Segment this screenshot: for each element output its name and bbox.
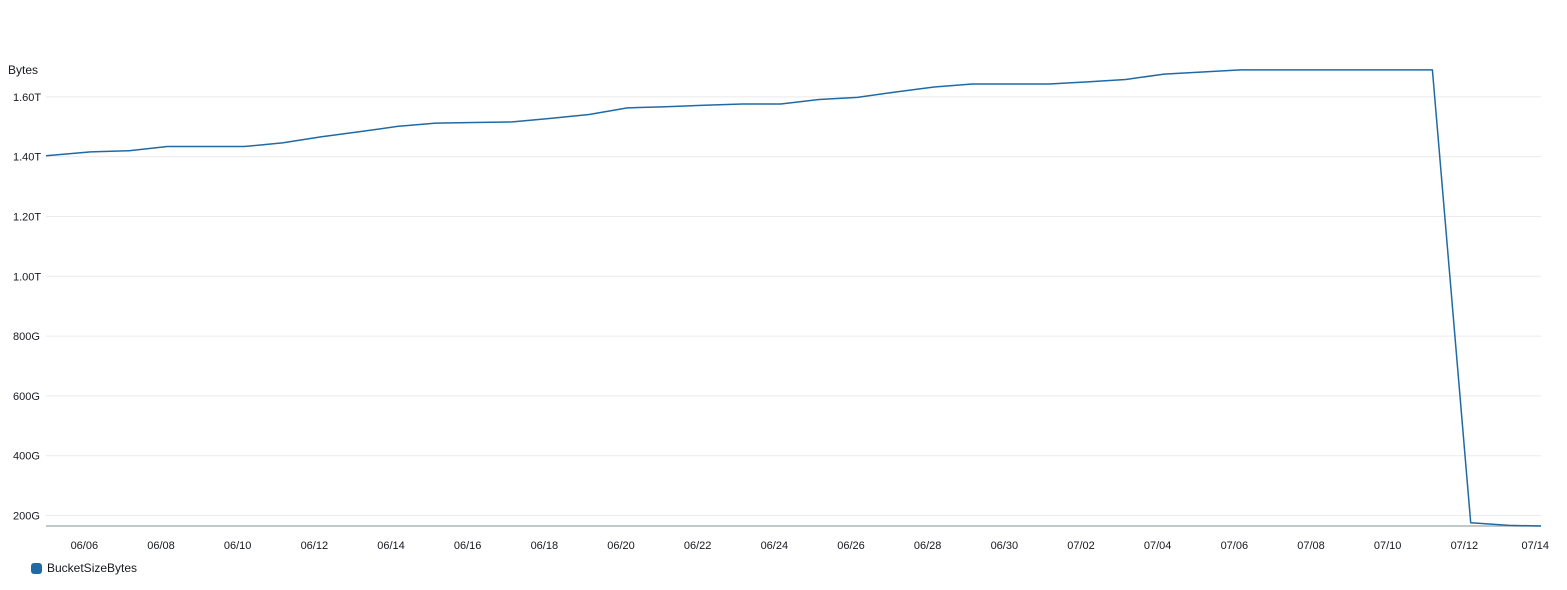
x-tick-label: 06/10	[224, 540, 252, 552]
x-tick-label: 06/18	[531, 540, 559, 552]
y-tick-label: 1.60T	[13, 92, 41, 104]
x-tick-label: 06/20	[607, 540, 635, 552]
x-tick-label: 06/28	[914, 540, 942, 552]
x-axis-ticks: 06/06 06/08 06/10 06/12 06/14 06/16 06/18 06/20…	[71, 540, 1549, 552]
legend-label-bucketsizebytes: BucketSizeBytes	[47, 561, 138, 575]
legend: BucketSizeBytes	[31, 561, 137, 575]
legend-swatch-bucketsizebytes	[31, 562, 42, 574]
series-lines	[45, 69, 1542, 527]
x-tick-label: 06/26	[837, 540, 865, 552]
x-tick-label: 07/14	[1521, 540, 1549, 552]
x-tick-label: 07/08	[1297, 540, 1325, 552]
gridlines	[46, 96, 1541, 517]
x-tick-label: 07/10	[1374, 540, 1402, 552]
y-tick-label: 800G	[13, 331, 40, 343]
y-tick-label: 1.00T	[13, 271, 41, 283]
x-tick-label: 06/30	[991, 540, 1019, 552]
y-tick-label: 200G	[13, 511, 40, 523]
x-tick-label: 07/04	[1144, 540, 1172, 552]
x-tick-label: 07/02	[1067, 540, 1095, 552]
x-tick-label: 06/14	[377, 540, 405, 552]
x-tick-label: 06/16	[454, 540, 482, 552]
x-tick-label: 06/06	[71, 540, 99, 552]
x-tick-label: 06/12	[301, 540, 329, 552]
y-tick-label: 1.40T	[13, 152, 41, 164]
x-tick-label: 06/08	[147, 540, 175, 552]
x-tick-label: 07/06	[1221, 540, 1249, 552]
y-axis-ticks: 200G 400G 600G 800G 1.00T 1.20T 1.40T 1.60T	[13, 92, 41, 523]
series-line-bucketsizebytes	[45, 69, 1542, 527]
x-tick-label: 06/22	[684, 540, 712, 552]
y-tick-label: 400G	[13, 451, 40, 463]
y-tick-label: 1.20T	[13, 211, 41, 223]
y-axis-label: Bytes	[8, 63, 38, 77]
x-tick-label: 07/12	[1451, 540, 1479, 552]
y-tick-label: 600G	[13, 391, 40, 403]
x-tick-label: 06/24	[761, 540, 789, 552]
